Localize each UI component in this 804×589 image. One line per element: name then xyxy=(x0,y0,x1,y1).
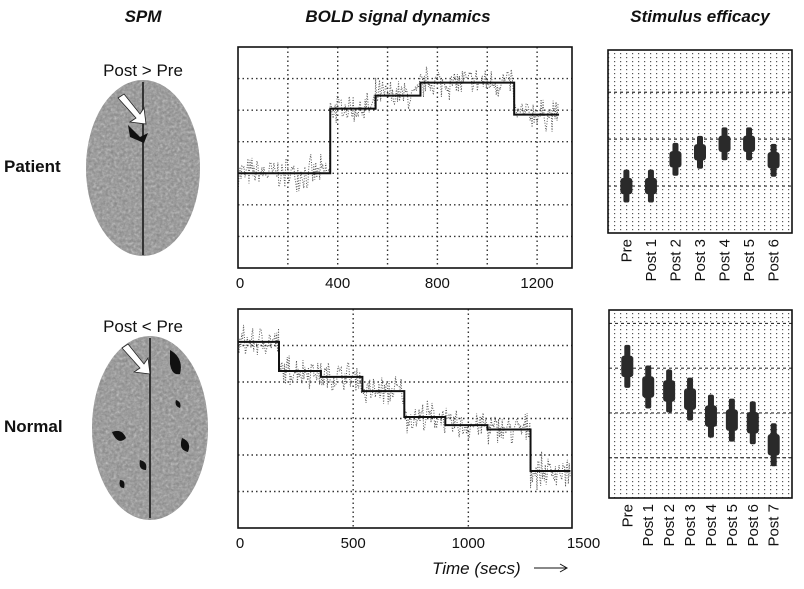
title-spm: SPM xyxy=(125,7,163,26)
dotted-background xyxy=(609,310,792,498)
x-tick-label: 0 xyxy=(236,275,244,292)
category-label: Post 2 xyxy=(667,239,684,282)
data-point xyxy=(644,177,657,195)
step-fit-line xyxy=(238,81,560,175)
efficacy-patient-chart: Pre Post 1 Post 2 Post 3 Post 4 Post 5 Post 6 xyxy=(607,49,793,282)
data-point xyxy=(767,152,780,169)
brain-normal xyxy=(92,336,208,520)
category-label: Pre xyxy=(619,504,636,527)
data-point xyxy=(621,355,634,378)
contrast-normal: Post < Pre xyxy=(103,317,183,336)
data-point xyxy=(663,380,676,402)
plot-frame xyxy=(608,309,793,499)
row-label-normal: Normal xyxy=(4,417,63,436)
x-axis-label: Time (secs) xyxy=(432,559,521,578)
data-point xyxy=(767,433,780,456)
x-tick-label: 1500 xyxy=(567,535,600,552)
category-label: Post 6 xyxy=(745,504,762,547)
bold-normal-chart: 0 500 1000 1500 xyxy=(236,308,600,552)
data-point xyxy=(642,376,655,398)
data-point xyxy=(718,135,731,153)
x-tick-label: 1000 xyxy=(452,535,485,552)
brain-patient xyxy=(86,80,200,256)
category-label: Post 5 xyxy=(741,239,758,282)
x-tick-label: 500 xyxy=(341,535,366,552)
plot-frame xyxy=(607,49,793,234)
title-bold: BOLD signal dynamics xyxy=(305,7,490,26)
plot-frame xyxy=(237,46,573,269)
category-label: Post 7 xyxy=(766,504,783,547)
data-point xyxy=(743,135,756,153)
data-point xyxy=(669,151,682,168)
data-point xyxy=(746,412,759,434)
data-point xyxy=(704,405,717,427)
category-label: Post 1 xyxy=(640,504,657,547)
category-label: Post 4 xyxy=(717,239,734,282)
title-efficacy: Stimulus efficacy xyxy=(630,7,771,26)
bold-patient-chart: 0 400 800 1200 xyxy=(236,46,573,292)
data-point xyxy=(694,144,706,161)
category-label: Post 3 xyxy=(692,239,709,282)
data-point xyxy=(684,388,697,410)
x-tick-label: 1200 xyxy=(520,275,553,292)
row-label-patient: Patient xyxy=(4,157,61,176)
contrast-patient: Post > Pre xyxy=(103,61,183,80)
x-tick-label: 400 xyxy=(325,275,350,292)
category-label: Post 6 xyxy=(766,239,783,282)
category-label: Pre xyxy=(618,239,635,262)
x-tick-label: 800 xyxy=(425,275,450,292)
arrow-icon xyxy=(121,343,151,375)
category-label: Post 1 xyxy=(643,239,660,282)
data-point xyxy=(620,177,633,195)
x-tick-label: 0 xyxy=(236,535,244,552)
category-label: Post 3 xyxy=(682,504,699,547)
category-label: Post 2 xyxy=(661,504,678,547)
data-point xyxy=(725,409,738,431)
step-fit-line xyxy=(238,340,571,473)
arrow-right-icon xyxy=(534,563,569,573)
category-label: Post 4 xyxy=(703,504,720,547)
plot-frame xyxy=(237,308,573,529)
arrow-icon xyxy=(117,93,147,125)
category-label: Post 5 xyxy=(724,504,741,547)
